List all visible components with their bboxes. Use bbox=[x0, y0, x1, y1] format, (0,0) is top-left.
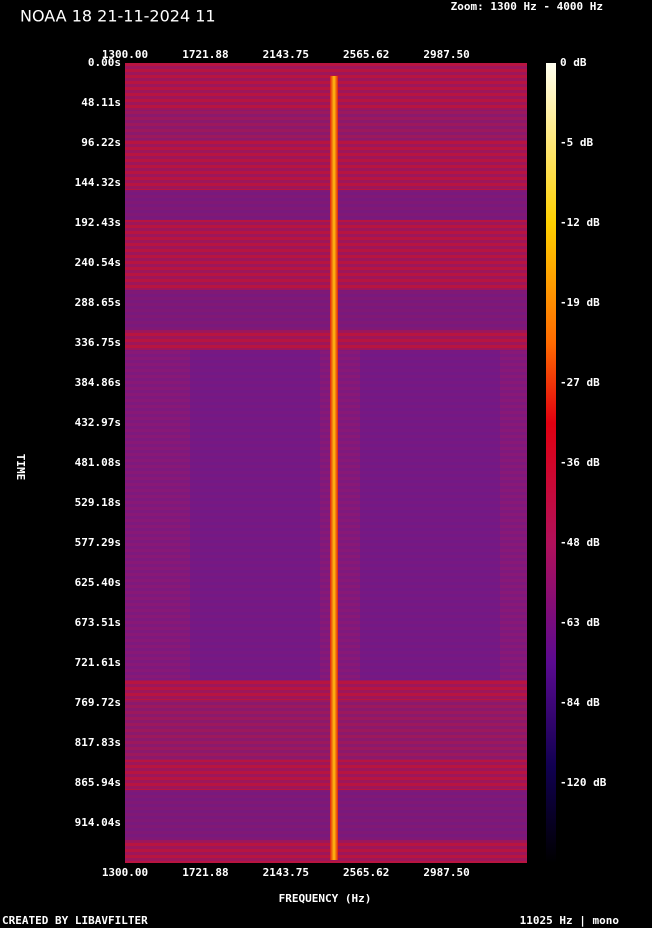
x-axis-label: FREQUENCY (Hz) bbox=[279, 892, 372, 905]
colorbar-label: -5 dB bbox=[560, 136, 593, 149]
y-tick-label: 481.08s bbox=[75, 456, 121, 469]
colorbar bbox=[546, 63, 556, 863]
y-tick-label: 288.65s bbox=[75, 296, 121, 309]
zoom-range: Zoom: 1300 Hz - 4000 Hz bbox=[451, 0, 603, 13]
colorbar-label: -27 dB bbox=[560, 376, 600, 389]
y-tick-label: 432.97s bbox=[75, 416, 121, 429]
y-tick-label: 529.18s bbox=[75, 496, 121, 509]
y-tick-label: 673.51s bbox=[75, 616, 121, 629]
y-tick-label: 865.94s bbox=[75, 776, 121, 789]
colorbar-label: -12 dB bbox=[560, 216, 600, 229]
y-tick-label: 721.61s bbox=[75, 656, 121, 669]
colorbar-label: -63 dB bbox=[560, 616, 600, 629]
footer-right: 11025 Hz | mono bbox=[520, 914, 620, 927]
x-tick-label-top: 1721.88 bbox=[182, 48, 228, 61]
y-tick-label: 192.43s bbox=[75, 216, 121, 229]
x-tick-label-bottom: 2565.62 bbox=[343, 866, 389, 879]
spectrogram bbox=[125, 63, 527, 863]
x-tick-label-bottom: 2143.75 bbox=[263, 866, 309, 879]
y-tick-label: 336.75s bbox=[75, 336, 121, 349]
colorbar-label: -36 dB bbox=[560, 456, 600, 469]
footer-left: CREATED BY LIBAVFILTER bbox=[2, 914, 148, 927]
x-tick-label-top: 2565.62 bbox=[343, 48, 389, 61]
x-tick-label-top: 2987.50 bbox=[423, 48, 469, 61]
colorbar-label: 0 dB bbox=[560, 56, 587, 69]
x-tick-label-top: 1300.00 bbox=[102, 48, 148, 61]
y-tick-label: 577.29s bbox=[75, 536, 121, 549]
colorbar-label: -84 dB bbox=[560, 696, 600, 709]
colorbar-label: -120 dB bbox=[560, 776, 607, 789]
y-tick-label: 0.00s bbox=[88, 56, 121, 69]
colorbar-label: -48 dB bbox=[560, 536, 600, 549]
y-axis-label: TIME bbox=[14, 454, 27, 481]
title: NOAA 18 21-11-2024 11 bbox=[20, 7, 216, 26]
y-tick-label: 769.72s bbox=[75, 696, 121, 709]
x-tick-label-bottom: 1300.00 bbox=[102, 866, 148, 879]
y-tick-label: 240.54s bbox=[75, 256, 121, 269]
x-tick-label-bottom: 1721.88 bbox=[182, 866, 228, 879]
x-tick-label-top: 2143.75 bbox=[263, 48, 309, 61]
y-tick-label: 144.32s bbox=[75, 176, 121, 189]
y-tick-label: 384.86s bbox=[75, 376, 121, 389]
y-tick-label: 48.11s bbox=[81, 96, 121, 109]
colorbar-label: -19 dB bbox=[560, 296, 600, 309]
y-tick-label: 96.22s bbox=[81, 136, 121, 149]
y-tick-label: 625.40s bbox=[75, 576, 121, 589]
y-tick-label: 914.04s bbox=[75, 816, 121, 829]
y-tick-label: 817.83s bbox=[75, 736, 121, 749]
x-tick-label-bottom: 2987.50 bbox=[423, 866, 469, 879]
